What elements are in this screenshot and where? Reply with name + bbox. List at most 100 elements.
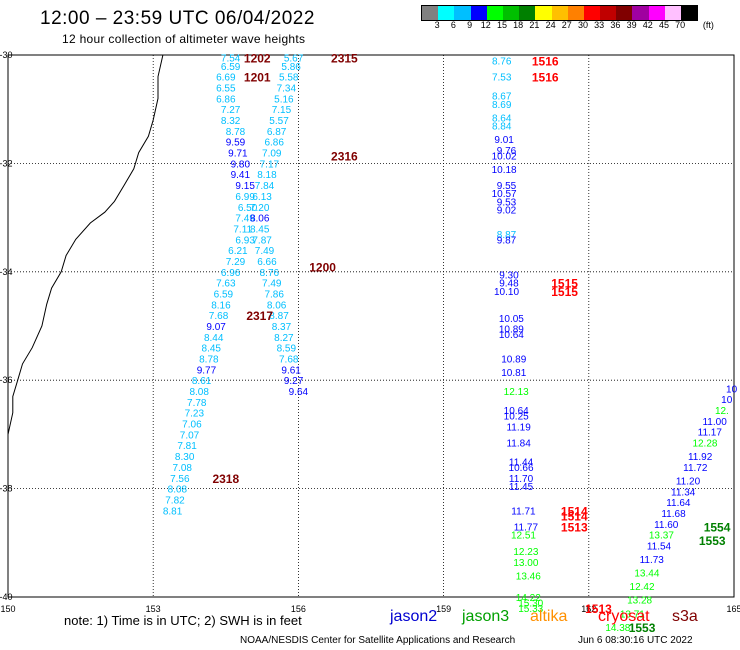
latitude-label: -38 [0, 484, 13, 494]
color-swatch [519, 6, 536, 20]
color-scale-label: 36 [610, 20, 621, 30]
color-scale-label: 30 [577, 20, 589, 30]
wave-height-label: 6.69 [216, 73, 236, 84]
color-scale-label: 12 [480, 20, 491, 30]
wave-height-label: 8.08 [189, 387, 209, 398]
wave-height-label: 6.59 [221, 62, 241, 73]
wave-height-label: 6.99 [235, 192, 255, 203]
wave-height-label: 15.33 [518, 604, 543, 615]
wave-height-label: 7.68 [209, 311, 229, 322]
wave-height-label: 15.30 [518, 598, 543, 609]
pass-time-label: 1201 [244, 71, 271, 85]
wave-height-label: 7.34 [277, 84, 297, 95]
wave-height-label: 8.27 [274, 333, 294, 344]
wave-height-label: 8.61 [192, 376, 212, 387]
color-swatch [583, 6, 601, 20]
wave-height-label: 7.20 [250, 203, 270, 214]
wave-height-label: 9.02 [497, 205, 517, 216]
wave-height-label: 5.86 [281, 62, 301, 73]
wave-height-label: 7.07 [180, 430, 200, 441]
wave-height-label: 6.21 [228, 246, 248, 257]
color-scale-label: 18 [513, 20, 524, 30]
wave-height-label: 11.17 [698, 428, 723, 439]
wave-height-label: 9.07 [206, 322, 226, 333]
pass-time-label: 1514 [561, 510, 588, 524]
latitude-label: -32 [0, 158, 13, 168]
pass-time-label: 1202 [244, 52, 271, 66]
map-frame [7, 54, 735, 598]
wave-height-label: 6.59 [214, 289, 234, 300]
wave-height-label: 8.78 [199, 355, 219, 366]
wave-height-label: 8.44 [204, 333, 224, 344]
wave-height-label: 7.49 [255, 246, 275, 257]
wave-height-label: 8.16 [211, 300, 231, 311]
color-scale-unit: (ft) [702, 20, 714, 30]
color-swatch [486, 6, 503, 20]
wave-height-label: 11.72 [683, 463, 708, 474]
wave-height-label: 14.38 [605, 623, 630, 634]
color-scale-label: 21 [529, 20, 540, 30]
wave-height-label: 13.44 [634, 569, 659, 580]
wave-height-label: 10.81 [501, 368, 526, 379]
color-scale-label: 42 [642, 20, 653, 30]
pass-time-label: 2317 [246, 309, 273, 323]
wave-height-label: 7.84 [255, 181, 275, 192]
wave-height-label: 11.44 [509, 458, 534, 469]
longitude-label: 156 [291, 604, 306, 614]
wave-height-label: 5.57 [269, 116, 289, 127]
wave-height-label: 7.49 [262, 279, 282, 290]
wave-height-label: 12.28 [692, 439, 717, 450]
legend-jason2: jason2 [390, 608, 438, 625]
wave-height-label: 6.86 [216, 94, 236, 105]
wave-height-label: 7.54 [221, 54, 241, 65]
wave-height-label: 11.54 [647, 542, 672, 553]
wave-height-label: 7.23 [185, 409, 205, 420]
wave-height-label: 5.67 [284, 54, 304, 65]
wave-height-label: 7.86 [264, 289, 284, 300]
wave-height-label: 9.15 [235, 181, 255, 192]
pass-time-label: 1553 [629, 621, 656, 635]
color-scale-label: 24 [545, 20, 556, 30]
wave-height-label: 11.19 [506, 422, 531, 433]
wave-height-label: 12.42 [630, 582, 655, 593]
color-swatch [502, 6, 520, 20]
wave-height-label: 7.11 [233, 224, 252, 235]
wave-height-label: 8.18 [257, 170, 277, 181]
wave-height-label: 10.25 [504, 411, 529, 422]
wave-height-label: 9.59 [226, 138, 246, 149]
longitude-label: 153 [146, 604, 161, 614]
wave-height-label: 7.17 [260, 159, 280, 170]
wave-height-label: 9.71 [228, 149, 248, 160]
wave-height-label: 10.89 [499, 325, 524, 336]
wave-height-label: 9.77 [197, 365, 217, 376]
color-swatch [600, 6, 617, 20]
color-swatch [616, 6, 633, 20]
pass-time-label: 1516 [532, 54, 559, 68]
wave-height-label: 10.02 [492, 151, 517, 162]
wave-height-label: 8.37 [272, 322, 292, 333]
generation-timestamp: Jun 6 08:30:16 UTC 2022 [578, 635, 693, 646]
wave-height-label: 11.00 [702, 417, 727, 428]
longitude-label: 159 [436, 604, 451, 614]
wave-height-label: 10 [726, 384, 738, 395]
wave-height-label: 8.69 [492, 100, 512, 111]
wave-height-label: 8.81 [163, 506, 183, 517]
wave-height-label: 10 [721, 395, 733, 406]
wave-height-label: 7.29 [226, 257, 246, 268]
wave-height-label: 7.82 [165, 495, 185, 506]
wave-height-label: 13.00 [513, 558, 538, 569]
color-scale-label: 6 [450, 20, 456, 30]
pass-time-label: 1200 [309, 260, 336, 274]
color-swatch [681, 6, 698, 20]
color-scale-bar [421, 5, 699, 21]
wave-height-label: 8.87 [497, 230, 517, 241]
longitude-label: 150 [0, 604, 15, 614]
coastline [7, 54, 164, 451]
wave-height-label: 11.20 [676, 476, 701, 487]
wave-height-label: 9.30 [499, 271, 519, 282]
wave-height-label: 5.58 [279, 73, 299, 84]
color-swatch [422, 6, 439, 20]
wave-height-label: 6.93 [235, 235, 255, 246]
wave-height-label: 12.13 [504, 387, 529, 398]
page-subtitle: 12 hour collection of altimeter wave hei… [62, 32, 306, 46]
